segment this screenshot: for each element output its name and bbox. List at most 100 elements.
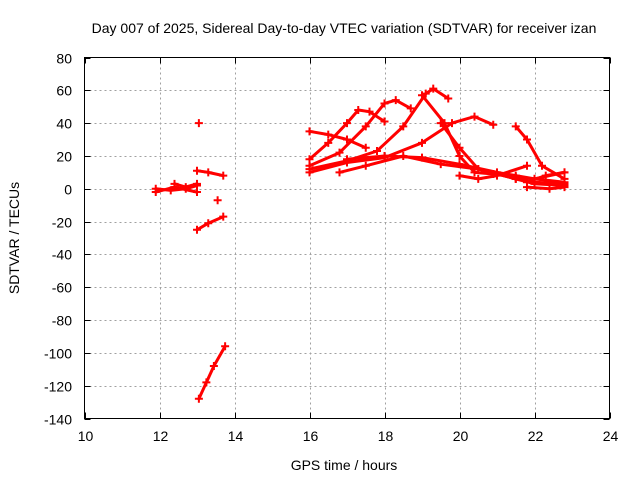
series-arc-3 [170,179,201,192]
data-point [418,153,426,162]
data-point [511,173,520,182]
data-point [151,188,160,197]
series-line [514,124,566,181]
y-tick-label: -120 [44,379,72,395]
data-point [406,104,415,113]
series-line [458,164,529,181]
data-point [523,183,531,192]
data-point [343,155,351,164]
series-arc-19 [523,168,569,187]
plot-frame [84,57,610,419]
data-point [489,120,498,129]
series-arc-7 [305,127,370,152]
data-point [455,160,464,169]
data-series [151,84,569,403]
series-arc-16 [455,161,531,183]
data-point [380,151,389,160]
data-point [365,107,374,116]
data-point [493,171,501,180]
data-point [560,168,569,177]
data-point [204,168,213,177]
y-tick-label: 20 [56,149,72,165]
data-point [380,117,389,126]
data-point [361,161,370,170]
x-tick-label: 12 [153,428,169,444]
data-point [335,148,344,157]
data-point [455,151,464,160]
data-point [523,161,531,170]
series-line [308,129,368,150]
x-tick-label: 10 [78,428,94,444]
data-point [436,119,445,128]
series-line [308,98,413,168]
y-tick-label: -20 [52,215,72,231]
data-point [193,225,201,234]
data-point [193,179,201,188]
data-point [324,130,333,139]
data-point [204,219,213,228]
x-tick-label: 20 [453,428,469,444]
series-arc-5 [193,212,228,234]
data-point [193,188,201,197]
chart-title: Day 007 of 2025, Sidereal Day-to-day VTE… [92,20,597,36]
data-point [421,89,430,98]
x-tick-label: 16 [303,428,319,444]
y-tick-label: 60 [56,83,72,99]
data-point [418,91,426,100]
data-point [538,161,546,170]
series-arc-9 [305,96,415,170]
series-line [308,108,386,161]
isolated-data-point [194,119,203,128]
data-point [448,119,456,128]
y-tick-label: 40 [56,116,72,132]
data-point [373,147,381,156]
data-point [455,171,464,180]
series-arc-4 [193,166,228,180]
data-point [354,106,363,115]
y-tick-label: 0 [64,182,72,198]
data-point [343,119,351,128]
x-tick-label: 22 [528,428,544,444]
data-point [361,143,370,152]
y-axis-label: SDTVAR / TECUs [6,182,22,294]
series-arc-6 [194,342,230,403]
x-tick-label: 24 [603,428,619,444]
y-tick-label: -60 [52,280,72,296]
data-point [181,183,190,192]
data-point [209,361,218,370]
data-point [560,183,569,192]
data-point [391,96,400,105]
x-axis-label: GPS time / hours [291,457,398,473]
y-tick-label: -140 [44,412,72,428]
data-point [202,378,211,387]
data-point [545,184,554,193]
data-point [523,135,531,144]
data-point [511,122,520,131]
data-point [470,112,479,121]
data-point [380,99,389,108]
data-point [335,168,344,177]
data-point [305,168,314,177]
data-point [219,212,228,221]
data-point [324,138,333,147]
isolated-data-point [213,196,222,205]
series-arc-17 [511,122,569,183]
series-line [197,344,227,401]
data-point [361,122,370,131]
y-tick-label: -100 [44,346,72,362]
data-point [418,138,426,147]
y-tick-label: -40 [52,247,72,263]
x-tick-label: 18 [378,428,394,444]
series-arc-8 [305,106,389,164]
y-tick-label: 80 [56,51,72,67]
data-point [474,174,483,183]
data-point [399,122,408,131]
data-point [170,179,179,188]
series-arc-20 [523,183,569,193]
data-point [455,143,464,152]
data-point [541,171,550,180]
x-tick-label: 14 [228,428,244,444]
data-point [221,342,230,351]
data-point [305,127,314,136]
